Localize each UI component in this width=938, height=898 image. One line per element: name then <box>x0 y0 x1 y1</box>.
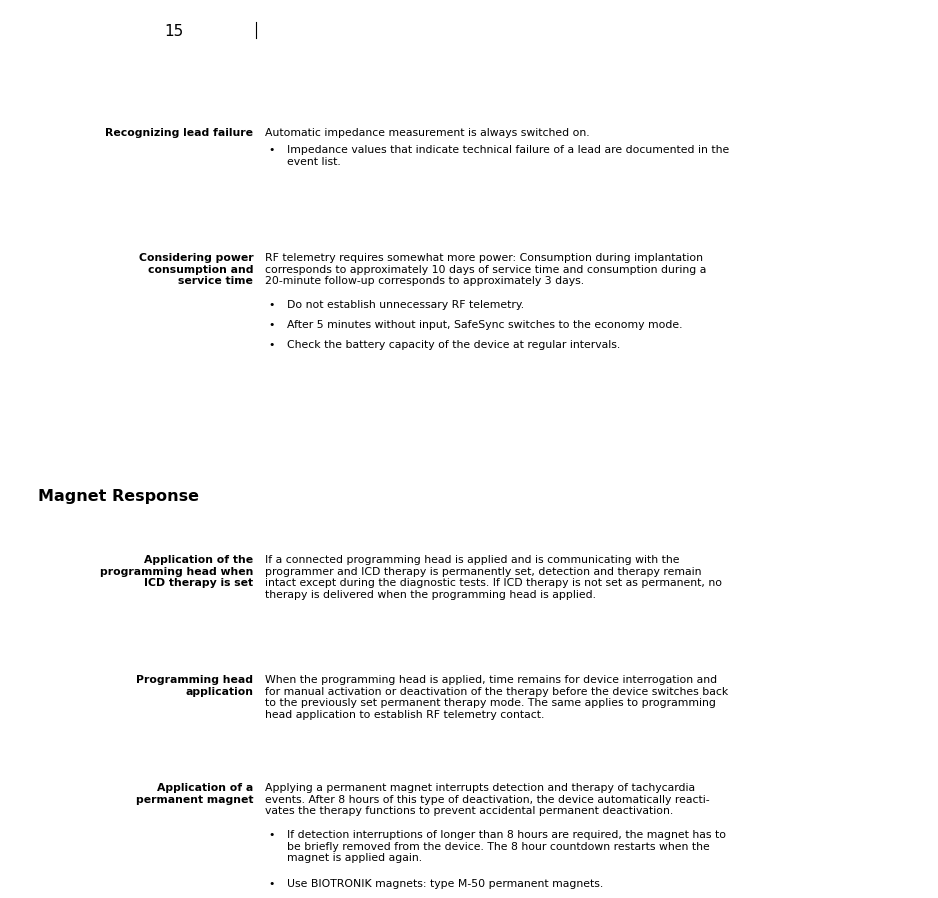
Text: •: • <box>268 340 275 350</box>
Text: •: • <box>268 145 275 155</box>
Text: 15: 15 <box>164 24 183 40</box>
Text: Applying a permanent magnet interrupts detection and therapy of tachycardia
even: Applying a permanent magnet interrupts d… <box>265 783 710 816</box>
Text: Application of a
permanent magnet: Application of a permanent magnet <box>136 783 253 805</box>
Text: If a connected programming head is applied and is communicating with the
program: If a connected programming head is appli… <box>265 555 722 600</box>
Text: •: • <box>268 879 275 890</box>
Text: Application of the
programming head when
ICD therapy is set: Application of the programming head when… <box>99 555 253 588</box>
Text: Programming head
application: Programming head application <box>136 675 253 697</box>
Text: Considering power
consumption and
service time: Considering power consumption and servic… <box>139 253 253 286</box>
Text: Use BIOTRONIK magnets: type M-50 permanent magnets.: Use BIOTRONIK magnets: type M-50 permane… <box>287 879 603 890</box>
Text: •: • <box>268 830 275 841</box>
Text: Magnet Response: Magnet Response <box>38 489 199 504</box>
Text: Impedance values that indicate technical failure of a lead are documented in the: Impedance values that indicate technical… <box>287 145 729 167</box>
Text: •: • <box>268 321 275 330</box>
Text: After 5 minutes without input, SafeSync switches to the economy mode.: After 5 minutes without input, SafeSync … <box>287 321 683 330</box>
Text: RF telemetry requires somewhat more power: Consumption during implantation
corre: RF telemetry requires somewhat more powe… <box>265 253 707 286</box>
Text: Check the battery capacity of the device at regular intervals.: Check the battery capacity of the device… <box>287 340 620 350</box>
Text: When the programming head is applied, time remains for device interrogation and
: When the programming head is applied, ti… <box>265 675 729 720</box>
Text: Automatic impedance measurement is always switched on.: Automatic impedance measurement is alway… <box>265 128 590 137</box>
Text: Do not establish unnecessary RF telemetry.: Do not establish unnecessary RF telemetr… <box>287 300 524 311</box>
Text: If detection interruptions of longer than 8 hours are required, the magnet has t: If detection interruptions of longer tha… <box>287 830 726 863</box>
Text: •: • <box>268 300 275 311</box>
Text: Recognizing lead failure: Recognizing lead failure <box>105 128 253 137</box>
